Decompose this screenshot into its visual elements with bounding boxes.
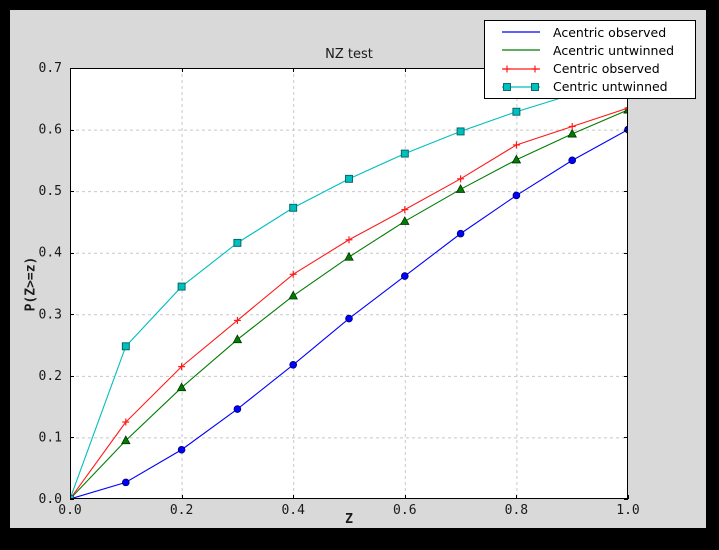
marker-acentric-untwinned	[232, 334, 243, 344]
marker-acentric-untwinned	[567, 128, 577, 138]
marker-centric-untwinned	[121, 342, 130, 351]
marker-acentric-untwinned	[176, 382, 187, 392]
marker-centric-untwinned	[177, 282, 186, 291]
y-tick-label: 0.5	[39, 184, 62, 199]
y-tick-label: 0.7	[39, 61, 62, 76]
legend-item: Centric untwinned	[485, 78, 695, 96]
y-tick-label: 0.6	[39, 123, 62, 138]
y-tick-label: 0.4	[39, 246, 63, 261]
marker-acentric-untwinned	[511, 154, 522, 164]
marker-acentric-untwinned	[288, 290, 298, 300]
legend-sample-circle	[502, 31, 540, 33]
y-tick-label: 0.1	[39, 430, 62, 445]
legend-item: Acentric observed	[485, 23, 695, 41]
marker-acentric-untwinned	[455, 184, 466, 193]
x-tick-label: 0.2	[170, 503, 193, 518]
x-tick-label: 0.4	[281, 503, 305, 518]
marker-centric-untwinned	[345, 174, 353, 183]
x-axis-label: Z	[345, 512, 353, 527]
x-tick-label: 0.8	[505, 503, 528, 518]
marker-centric-untwinned	[400, 149, 409, 158]
marker-acentric-observed	[568, 156, 576, 165]
marker-acentric-untwinned	[121, 435, 131, 445]
legend-label: Centric untwinned	[553, 79, 668, 95]
y-tick-label: 0.2	[39, 369, 62, 384]
series-group	[70, 74, 628, 499]
x-tick-label: 0.6	[393, 503, 416, 518]
legend-label: Centric observed	[553, 61, 660, 77]
plot-background	[70, 68, 628, 499]
legend-label: Acentric observed	[553, 24, 667, 40]
y-tick-label: 0.0	[39, 492, 62, 507]
legend-sample-square	[502, 82, 540, 91]
marker-acentric-untwinned	[400, 216, 410, 225]
legend-marker	[503, 82, 511, 91]
legend-marker	[531, 82, 539, 91]
legend: Acentric observed Acentric untwinned Centr…	[484, 20, 696, 99]
marker-acentric-observed	[233, 405, 242, 413]
legend-sample-triangle	[502, 49, 540, 51]
chart-title: NZ test	[325, 47, 373, 62]
marker-acentric-untwinned	[344, 251, 354, 261]
marker-acentric-observed	[122, 478, 130, 487]
axes-border	[70, 68, 628, 499]
legend-label: Acentric untwinned	[553, 42, 675, 58]
marker-centric-untwinned	[289, 203, 298, 212]
legend-item: Acentric untwinned	[485, 41, 695, 59]
marker-centric-untwinned	[70, 495, 74, 499]
marker-centric-untwinned	[512, 107, 521, 116]
x-tick-label: 1.0	[616, 503, 639, 518]
legend-item: Centric observed	[485, 60, 695, 78]
marker-acentric-observed	[345, 314, 353, 323]
marker-acentric-observed	[289, 360, 298, 369]
marker-acentric-observed	[456, 229, 465, 238]
marker-centric-untwinned	[456, 127, 465, 136]
marker-acentric-observed	[400, 272, 409, 280]
y-axis-label: P(Z>=z)	[23, 256, 39, 312]
y-tick-label: 0.3	[39, 307, 62, 322]
marker-acentric-observed	[512, 191, 521, 200]
legend-sample-plus	[502, 65, 540, 73]
x-tick-label: 0.0	[58, 503, 81, 518]
marker-acentric-observed	[177, 445, 186, 454]
marker-centric-untwinned	[233, 238, 242, 247]
